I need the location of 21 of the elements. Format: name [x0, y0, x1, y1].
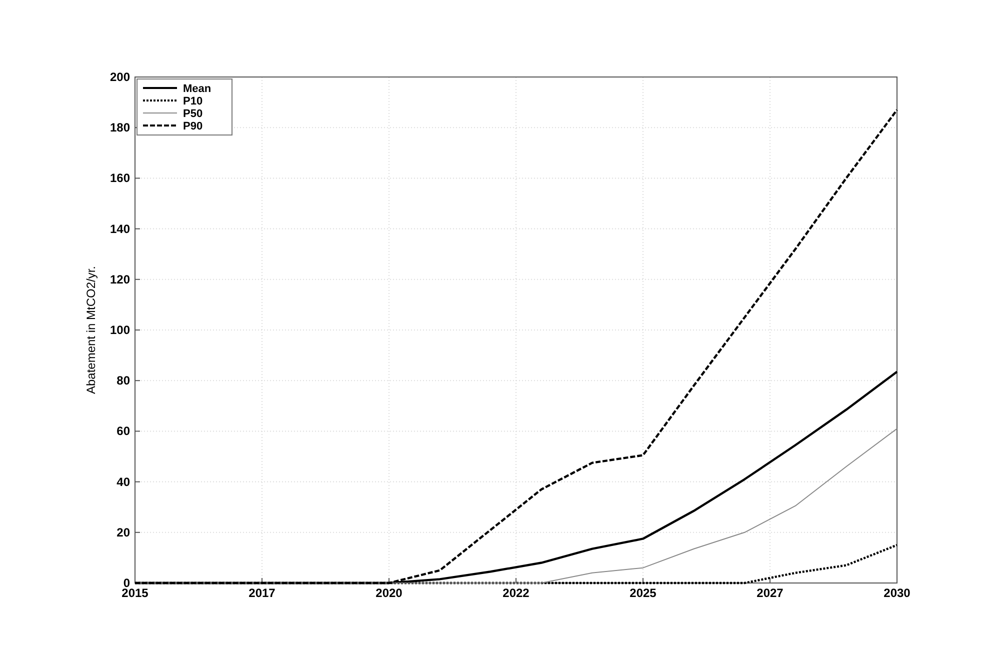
y-tick-label: 120	[110, 272, 130, 286]
x-tick-label: 2025	[630, 586, 657, 600]
legend-label: P50	[183, 108, 203, 120]
y-tick-label: 160	[110, 171, 130, 186]
legend-label: Mean	[183, 83, 212, 95]
legend-label: P90	[183, 120, 203, 132]
y-tick-label: 60	[116, 424, 130, 438]
y-axis-title: Abatement in MtCO2/yr.	[84, 266, 98, 394]
y-tick-label: 180	[110, 120, 130, 135]
x-tick-label: 2017	[248, 586, 276, 600]
x-tick-label: 2027	[756, 586, 784, 600]
x-tick-label: 2030	[884, 586, 911, 600]
legend-label: P10	[183, 96, 203, 108]
x-tick-label: 2022	[502, 586, 530, 600]
x-tick-label: 2020	[376, 586, 403, 600]
y-tick-label: 80	[116, 374, 130, 388]
y-tick-label: 200	[110, 70, 130, 84]
y-tick-label: 20	[116, 525, 130, 540]
y-tick-label: 40	[116, 474, 130, 489]
y-tick-label: 140	[110, 222, 130, 236]
y-tick-label: 100	[110, 323, 130, 337]
